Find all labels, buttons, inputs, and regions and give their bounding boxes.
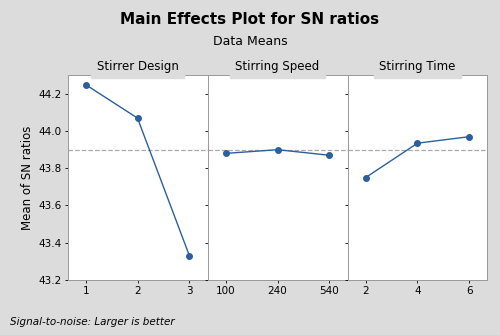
Title: Stirring Speed: Stirring Speed	[236, 60, 320, 73]
Y-axis label: Mean of SN ratios: Mean of SN ratios	[21, 125, 34, 230]
Title: Stirring Time: Stirring Time	[380, 60, 456, 73]
Text: Main Effects Plot for SN ratios: Main Effects Plot for SN ratios	[120, 12, 380, 27]
Text: Signal-to-noise: Larger is better: Signal-to-noise: Larger is better	[10, 317, 174, 327]
Text: Data Means: Data Means	[212, 35, 288, 48]
Title: Stirrer Design: Stirrer Design	[96, 60, 178, 73]
